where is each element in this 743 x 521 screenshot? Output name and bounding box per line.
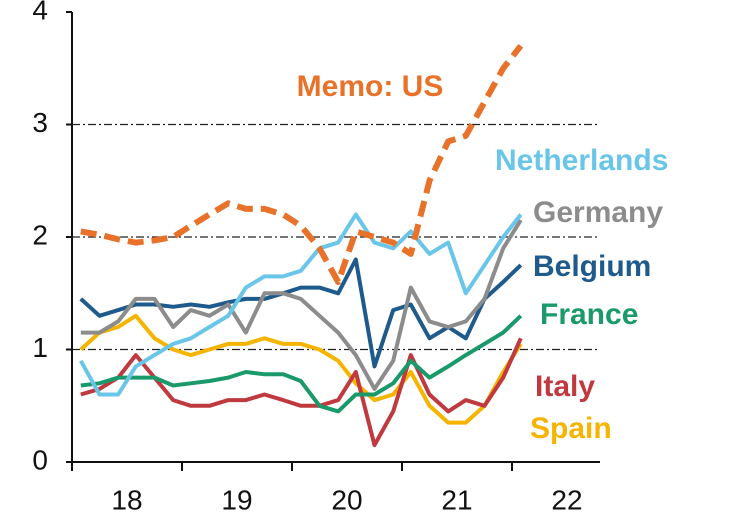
series-line: [79, 257, 523, 369]
series-label: Belgium: [533, 250, 651, 283]
y-tick-label: 2: [32, 219, 48, 250]
x-tick-label: 20: [331, 484, 362, 515]
y-tick-label: 4: [32, 0, 48, 25]
y-tick-label: 1: [32, 332, 48, 363]
series-label: Memo: US: [297, 70, 444, 103]
x-tick-label: 21: [441, 484, 472, 515]
series-line: [80, 43, 524, 285]
y-tick-label: 3: [32, 107, 48, 138]
series-line: [79, 313, 523, 425]
series-line: [80, 314, 523, 414]
series-label: Germany: [533, 196, 663, 229]
series-label: Italy: [535, 370, 595, 403]
series-line: [80, 219, 523, 391]
series-label: France: [540, 298, 638, 331]
x-tick-label: 22: [551, 484, 582, 515]
series-label: Netherlands: [495, 144, 668, 177]
series-label: Spain: [530, 412, 612, 445]
x-tick-label: 18: [111, 484, 142, 515]
series-line: [79, 212, 523, 397]
x-tick-label: 19: [221, 484, 252, 515]
series-line: [80, 337, 523, 448]
y-tick-label: 0: [32, 444, 48, 475]
